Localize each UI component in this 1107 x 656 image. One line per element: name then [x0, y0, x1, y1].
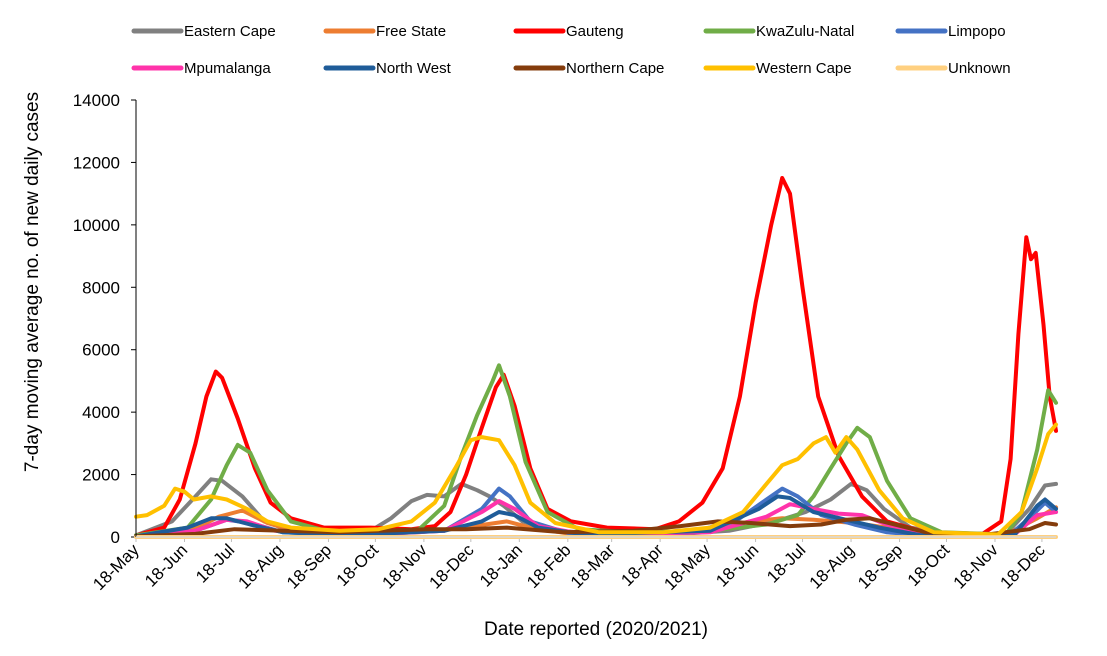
legend-label-kwazulu-natal: KwaZulu-Natal: [756, 23, 854, 40]
x-tick-label: 18-Feb: [523, 540, 575, 592]
x-tick-label: 18-Apr: [617, 540, 667, 590]
series-group: [134, 176, 1058, 539]
legend-label-eastern-cape: Eastern Cape: [184, 23, 276, 40]
y-tick-label: 6000: [82, 341, 120, 360]
series-line-kwazulu-natal: [134, 363, 1058, 538]
x-tick-label: 18-Aug: [235, 540, 287, 592]
x-tick-label: 18-Mar: [567, 540, 619, 592]
x-tick-label: 18-Oct: [333, 540, 383, 590]
x-axis-title: Date reported (2020/2021): [484, 619, 708, 640]
x-tick-label: 18-Aug: [806, 540, 858, 592]
legend-label-northern-cape: Northern Cape: [566, 60, 664, 77]
x-tick-label: 18-Jul: [192, 540, 238, 586]
y-axis-ticks: 0 2000 4000 6000 8000 10000 12000 14000: [73, 91, 136, 547]
legend-label-western-cape: Western Cape: [756, 60, 852, 77]
x-tick-label: 18-Jun: [141, 540, 191, 590]
y-tick-label: 14000: [73, 91, 120, 110]
x-tick-label: 18-Nov: [950, 540, 1003, 593]
y-axis-title: 7-day moving average no. of new daily ca…: [22, 92, 43, 472]
x-tick-label: 18-Jan: [476, 540, 526, 590]
legend-label-limpopo: Limpopo: [948, 23, 1006, 40]
y-tick-label: 12000: [73, 153, 120, 172]
x-tick-label: 18-Dec: [997, 540, 1050, 593]
x-tick-label: 18-Sep: [283, 540, 335, 592]
y-tick-label: 10000: [73, 216, 120, 235]
x-tick-label: 18-Oct: [904, 540, 954, 590]
legend-label-north-west: North West: [376, 60, 452, 77]
x-tick-label: 18-Dec: [425, 540, 478, 593]
x-tick-label: 18-Nov: [379, 540, 432, 593]
legend-label-gauteng: Gauteng: [566, 23, 624, 40]
legend-label-free-state: Free State: [376, 23, 446, 40]
y-tick-label: 8000: [82, 278, 120, 297]
legend-label-mpumalanga: Mpumalanga: [184, 60, 271, 77]
y-tick-label: 4000: [82, 403, 120, 422]
series-line-gauteng: [134, 176, 1058, 538]
legend: Eastern Cape Free State Gauteng KwaZulu-Nat…: [131, 23, 1011, 77]
x-tick-label: 18-May: [89, 540, 143, 594]
y-tick-label: 0: [111, 528, 120, 547]
x-tick-label: 18-Jun: [712, 540, 762, 590]
x-tick-label: 18-Sep: [854, 540, 906, 592]
x-tick-label: 18-May: [660, 540, 714, 594]
series-line-western-cape: [134, 422, 1058, 537]
x-tick-label: 18-Jul: [763, 540, 809, 586]
y-tick-label: 2000: [82, 466, 120, 485]
legend-label-unknown: Unknown: [948, 60, 1011, 77]
